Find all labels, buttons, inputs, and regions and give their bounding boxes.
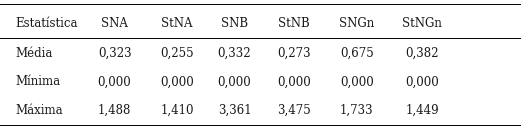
Text: Estatística: Estatística	[16, 17, 78, 30]
Text: 3,361: 3,361	[218, 104, 251, 117]
Text: 0,273: 0,273	[278, 47, 311, 60]
Text: StNGn: StNGn	[402, 17, 442, 30]
Text: 0,255: 0,255	[160, 47, 194, 60]
Text: Máxima: Máxima	[16, 104, 63, 117]
Text: 0,382: 0,382	[405, 47, 439, 60]
Text: SNGn: SNGn	[339, 17, 375, 30]
Text: 1,733: 1,733	[340, 104, 374, 117]
Text: SNB: SNB	[221, 17, 248, 30]
Text: 0,000: 0,000	[278, 75, 311, 88]
Text: 1,488: 1,488	[98, 104, 131, 117]
Text: StNA: StNA	[162, 17, 193, 30]
Text: Média: Média	[16, 47, 53, 60]
Text: 0,000: 0,000	[340, 75, 374, 88]
Text: Mínima: Mínima	[16, 75, 61, 88]
Text: SNA: SNA	[101, 17, 128, 30]
Text: 1,410: 1,410	[160, 104, 194, 117]
Text: StNB: StNB	[279, 17, 310, 30]
Text: 3,475: 3,475	[278, 104, 311, 117]
Text: 0,332: 0,332	[218, 47, 251, 60]
Text: 0,000: 0,000	[405, 75, 439, 88]
Text: 1,449: 1,449	[405, 104, 439, 117]
Text: 0,000: 0,000	[160, 75, 194, 88]
Text: 0,000: 0,000	[218, 75, 251, 88]
Text: 0,323: 0,323	[98, 47, 131, 60]
Text: 0,675: 0,675	[340, 47, 374, 60]
Text: 0,000: 0,000	[98, 75, 131, 88]
